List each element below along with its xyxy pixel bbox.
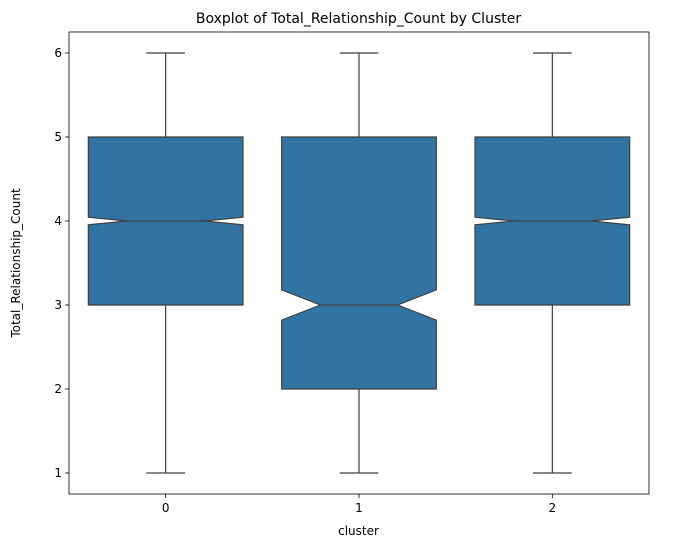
y-axis-title: Total_Relationship_Count	[9, 188, 23, 339]
x-tick-label-2: 2	[549, 501, 557, 515]
y-tick-label-4: 4	[54, 214, 62, 228]
y-tick-label-2: 2	[54, 382, 62, 396]
y-tick-label-6: 6	[54, 46, 62, 60]
chart-title: Boxplot of Total_Relationship_Count by C…	[196, 11, 521, 27]
box-1	[281, 136, 437, 390]
box-group-0	[87, 52, 244, 474]
y-tick-label-5: 5	[54, 130, 62, 144]
y-axis: 1 2 3 4 5 6	[54, 46, 69, 480]
box-group-2	[474, 52, 631, 474]
y-tick-label-3: 3	[54, 298, 62, 312]
x-axis: 0 1 2	[162, 494, 556, 515]
x-tick-label-0: 0	[162, 501, 170, 515]
x-axis-title: cluster	[338, 524, 379, 538]
y-tick-label-1: 1	[54, 466, 62, 480]
box-group-1	[281, 52, 437, 474]
x-tick-label-1: 1	[355, 501, 363, 515]
boxes-layer	[87, 52, 631, 474]
